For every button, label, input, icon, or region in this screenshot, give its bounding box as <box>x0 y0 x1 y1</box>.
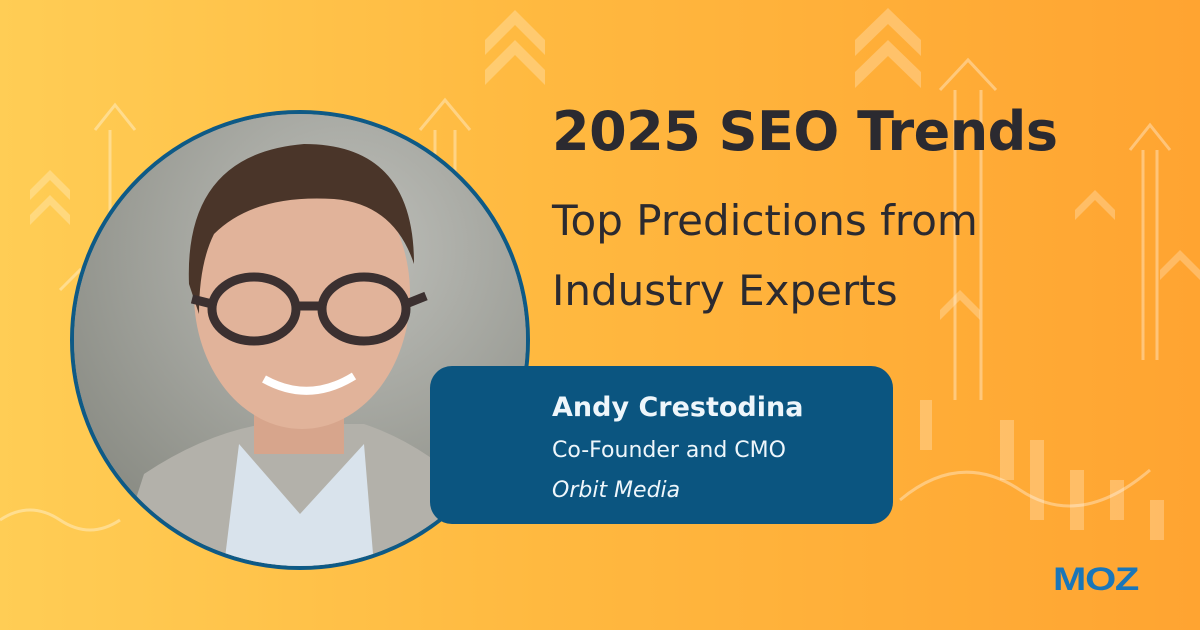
speaker-organization: Orbit Media <box>552 478 681 503</box>
headline-subtitle-line1: Top Predictions from <box>552 196 978 245</box>
headline-subtitle-line2: Industry Experts <box>552 266 898 315</box>
speaker-name: Andy Crestodina <box>552 392 804 423</box>
speaker-role: Co-Founder and CMO <box>552 438 786 463</box>
headline-title: 2025 SEO Trends <box>552 100 1058 163</box>
speaker-card: Andy Crestodina Co-Founder and CMO Orbit… <box>430 366 893 524</box>
moz-logo: MOZ <box>1053 561 1139 597</box>
